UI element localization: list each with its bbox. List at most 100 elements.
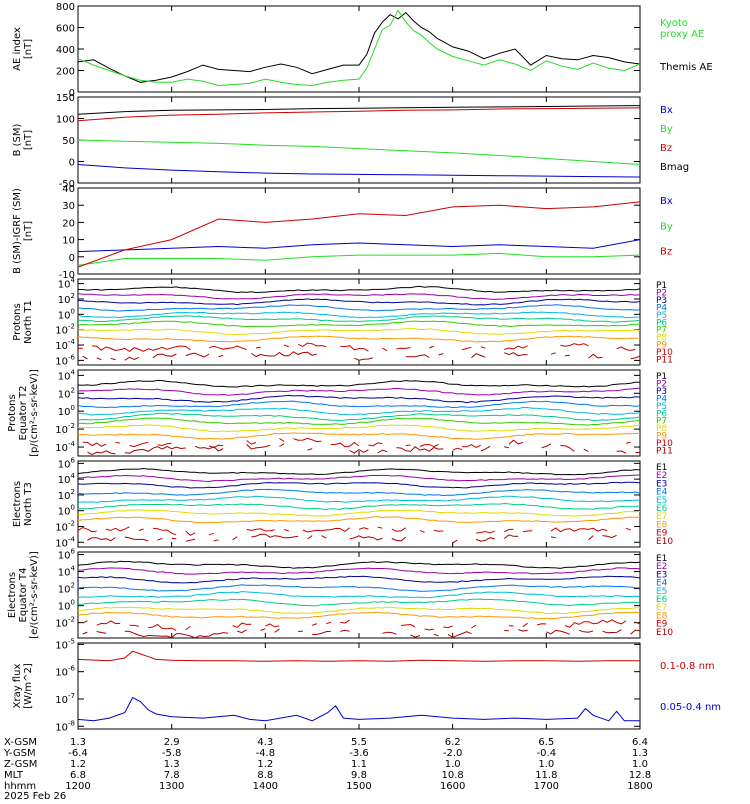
series-line-p11 [589, 354, 603, 358]
series-line-p1 [78, 286, 640, 292]
y-tick-label: 600 [56, 24, 75, 35]
series-line-p11 [471, 354, 485, 358]
y-tick-label: 10-4 [55, 338, 75, 352]
series-line-p10 [279, 438, 284, 441]
series-line-p11 [397, 447, 444, 452]
series-line-p8 [78, 329, 640, 335]
series-line-bz [78, 108, 640, 121]
legend-entry: proxy AE [660, 29, 704, 40]
series-line-p10 [462, 445, 481, 448]
x-row-value: 1300 [159, 781, 184, 792]
series-line-e10 [251, 534, 298, 538]
series-line-p8 [78, 425, 640, 432]
x-row-value: 1500 [346, 781, 371, 792]
y-tick-label: 150 [56, 93, 75, 104]
series-line-p11 [111, 359, 116, 360]
series-line-e9 [186, 626, 191, 630]
y-tick-label: 104 [58, 565, 76, 579]
series-line-p11 [565, 355, 570, 356]
series-line-p10 [92, 346, 190, 352]
series-line-p11 [617, 451, 626, 453]
series-line-p11 [481, 446, 490, 451]
panel-frame-7 [78, 552, 640, 638]
series-line-e10 [589, 536, 594, 540]
series-line-p11 [439, 354, 444, 355]
y-tick-label: 102 [58, 488, 75, 502]
y-tick-label: 104 [58, 277, 76, 291]
x-row-value: -5.8 [162, 748, 182, 759]
series-line-p4 [78, 305, 640, 311]
series-line-p11 [504, 447, 509, 448]
series-line-e10 [261, 629, 266, 631]
legend-entry: Bx [660, 105, 673, 116]
x-row-value: 1200 [65, 781, 90, 792]
series-line-p10 [617, 347, 636, 351]
series-line-p5 [78, 408, 640, 416]
series-line-e4 [78, 489, 640, 495]
x-row-value: 1.3 [632, 748, 648, 759]
series-line-p4 [78, 401, 640, 408]
series-line-p10 [481, 347, 486, 348]
series-line-p10 [83, 442, 106, 446]
legend-entry: P11 [656, 447, 673, 457]
series-line-p11 [631, 356, 640, 359]
series-line-p11 [279, 444, 284, 447]
x-row-value: -6.4 [68, 748, 88, 759]
series-line-kyoto-proxy-ae [78, 10, 640, 85]
series-line-p11 [125, 357, 139, 360]
y-tick-label: 102 [58, 292, 75, 306]
series-line-p11 [195, 446, 223, 451]
legend-entry: Bz [660, 143, 672, 154]
series-line-e9 [326, 622, 331, 623]
series-line-e9 [83, 621, 88, 623]
series-line-p10 [130, 443, 149, 447]
series-line-bx [78, 165, 640, 178]
series-line-e9 [565, 620, 626, 628]
x-row-value: 1800 [627, 781, 652, 792]
series-line-e10 [476, 538, 495, 542]
series-line-0-05-0-4-nm [78, 698, 640, 721]
y-tick-label: 102 [58, 582, 75, 596]
x-row-value: -2.0 [443, 748, 463, 759]
series-line-p11 [219, 356, 224, 357]
series-line-e9 [523, 623, 528, 627]
series-line-p11 [247, 444, 270, 449]
y-tick-label: 50 [62, 136, 75, 147]
y-tick-label: 10-7 [55, 692, 75, 706]
series-line-p3 [78, 299, 640, 305]
series-line-e9 [340, 620, 349, 623]
series-line-by [78, 253, 640, 265]
series-line-e10 [603, 630, 622, 633]
x-row-value: 1.0 [632, 759, 648, 770]
series-line-e9 [401, 625, 415, 628]
y-tick-label: 100 [58, 404, 75, 418]
y-tick-label: 20 [62, 218, 75, 229]
x-row-value: -4.8 [256, 748, 276, 759]
series-line-p11 [542, 444, 551, 448]
series-line-p10 [429, 346, 434, 348]
x-row-value: 1.2 [70, 759, 86, 770]
series-line-themis-ae [78, 13, 640, 83]
x-row-value: 1.0 [445, 759, 461, 770]
series-line-e9 [523, 531, 532, 532]
legend-entry: Bmag [660, 162, 689, 173]
series-line-p11 [504, 353, 527, 356]
legend-entry: E10 [656, 628, 673, 638]
legend-entry: By [660, 124, 673, 135]
legend-entry: Bx [660, 196, 673, 207]
x-row-value: -0.4 [537, 748, 557, 759]
series-line-e9 [78, 528, 97, 532]
series-line-e2 [78, 568, 640, 574]
series-line-e10 [125, 537, 149, 541]
x-row-value: -3.6 [349, 748, 369, 759]
series-line-e10 [350, 536, 383, 540]
y-tick-label: 100 [58, 307, 75, 321]
series-line-e9 [247, 529, 275, 531]
series-line-p9 [78, 433, 640, 439]
y-axis-label: Protons [12, 303, 23, 340]
series-line-p10 [368, 443, 382, 446]
series-line-e10 [97, 632, 106, 634]
series-line-p11 [251, 352, 317, 357]
series-line-p1 [78, 380, 640, 387]
y-tick-label: 106 [58, 456, 76, 470]
